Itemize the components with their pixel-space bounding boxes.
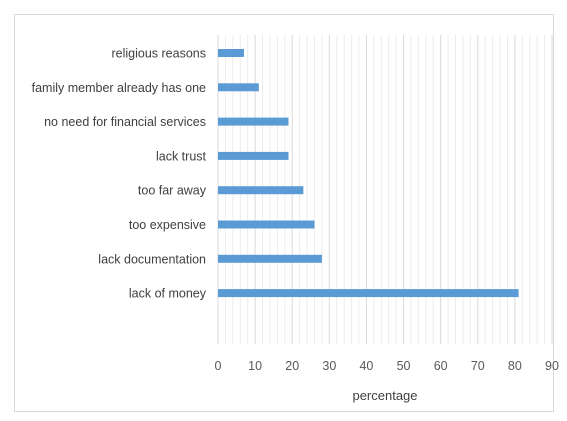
x-tick-label: 10 (248, 359, 262, 373)
x-tick-label: 20 (285, 359, 299, 373)
bar (218, 117, 289, 126)
category-label: no need for financial services (44, 115, 206, 129)
x-tick-label: 40 (359, 359, 373, 373)
bar (218, 49, 244, 57)
category-label: lack trust (156, 149, 207, 163)
x-tick-label: 0 (215, 359, 222, 373)
bar (218, 220, 315, 229)
x-tick-label: 60 (434, 359, 448, 373)
category-label: too far away (138, 184, 207, 198)
x-tick-labels: 0 10 20 30 40 50 60 70 80 90 (215, 359, 559, 373)
bar (218, 83, 259, 92)
x-tick-label: 70 (471, 359, 485, 373)
x-tick-label: 90 (545, 359, 559, 373)
bar (218, 186, 304, 195)
bar (218, 289, 519, 298)
category-labels: religious reasons family member already h… (32, 47, 207, 301)
category-label: religious reasons (112, 47, 207, 61)
bar (218, 151, 289, 160)
x-tick-label: 30 (322, 359, 336, 373)
category-label: lack documentation (98, 252, 206, 266)
category-label: family member already has one (32, 81, 206, 95)
category-label: too expensive (129, 218, 206, 232)
chart-frame (14, 14, 554, 412)
x-tick-label: 80 (508, 359, 522, 373)
x-tick-label: 50 (397, 359, 411, 373)
bar (218, 254, 322, 263)
x-axis-title: percentage (352, 388, 417, 403)
category-label: lack of money (129, 287, 207, 301)
bars (218, 49, 519, 298)
